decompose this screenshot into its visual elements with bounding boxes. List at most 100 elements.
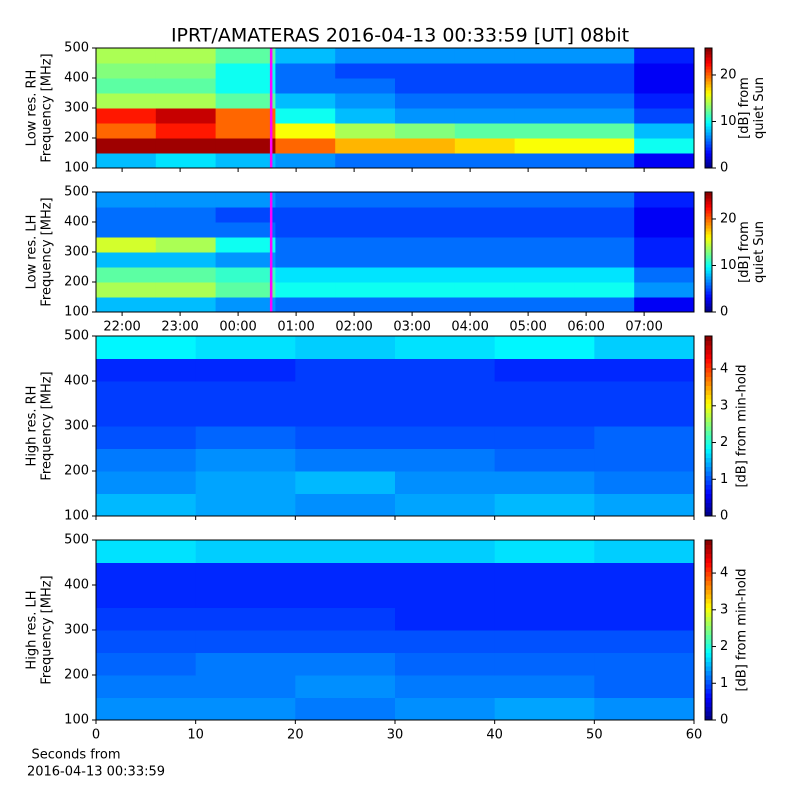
colorbar-segment [705, 553, 712, 559]
heatmap-cell [454, 282, 516, 298]
colorbar-segment [705, 207, 712, 211]
colorbar-segment [705, 675, 712, 680]
heatmap-cell [195, 358, 296, 382]
heatmap-cell [494, 336, 595, 359]
colorbar-segment [705, 585, 712, 590]
heatmap-cell [275, 108, 336, 124]
heatmap-cell [335, 138, 396, 154]
y-tick-label: 500 [64, 533, 89, 548]
colorbar-segment [705, 652, 712, 658]
colorbar-segment [705, 108, 712, 112]
colorbar-segment [705, 147, 712, 151]
colorbar-segment [705, 255, 712, 259]
x-tick-label: 60 [686, 728, 703, 743]
heatmap-cell [514, 153, 575, 169]
heatmap-cell [155, 207, 217, 223]
colorbar-segment [705, 126, 712, 130]
colorbar-tick-label: 20 [720, 67, 737, 82]
heatmap-cell [335, 267, 396, 283]
heatmap-cell [96, 252, 157, 268]
heatmap-cell [335, 192, 396, 208]
colorbar-segment [705, 288, 712, 292]
y-axis-label: Frequency [MHz] [40, 371, 55, 480]
heatmap-cell [454, 297, 516, 313]
heatmap-cell [295, 652, 396, 676]
colorbar-segment [705, 105, 712, 109]
colorbar-frame [704, 335, 713, 517]
colorbar-segment [705, 138, 712, 142]
heatmap-cell [395, 630, 496, 653]
heatmap-cell [275, 93, 336, 109]
y-tick-label: 300 [64, 419, 89, 434]
colorbar-segment [705, 141, 712, 145]
heatmap-cell [454, 78, 516, 94]
heatmap-cell [295, 540, 396, 563]
heatmap-cell [275, 192, 336, 208]
heatmap-cell [96, 607, 197, 631]
colorbar-segment [705, 159, 712, 163]
heatmap-cell [335, 48, 396, 64]
x-tick-label: 20 [287, 728, 304, 743]
colorbar-segment [705, 51, 712, 55]
heatmap-cell [395, 207, 456, 223]
y-tick-label: 500 [64, 329, 89, 344]
x-tick-label: 0 [92, 728, 100, 743]
heatmap-cell [275, 267, 336, 283]
x-tick-label: 22:00 [103, 320, 140, 335]
heatmap-cell [195, 336, 296, 359]
y-tick-label: 100 [64, 161, 89, 176]
heatmap-cell [494, 448, 595, 472]
colorbar-segment [705, 598, 712, 604]
heatmap-cell [594, 540, 695, 563]
x-tick-label: 40 [486, 728, 503, 743]
x-tick-label: 05:00 [509, 320, 546, 335]
heatmap-cell [195, 675, 296, 698]
heatmap-cell [335, 237, 396, 253]
x-tick-label: 01:00 [277, 320, 314, 335]
heatmap-cell [454, 63, 516, 79]
colorbar-segment [705, 643, 712, 649]
heatmap-cell [96, 207, 157, 223]
heatmap-cell [574, 252, 635, 268]
heatmap-cell [195, 652, 296, 676]
heatmap-cell [574, 153, 635, 169]
colorbar-segment [705, 345, 712, 350]
heatmap-cell [395, 123, 456, 139]
heatmap-cell [335, 153, 396, 169]
x-tick-label: 10 [187, 728, 204, 743]
heatmap-cell [275, 222, 336, 238]
heatmap-cell [454, 267, 516, 283]
heatmap-cell [634, 138, 695, 154]
heatmap-cell [215, 282, 276, 298]
heatmap-cell [275, 138, 336, 154]
heatmap-cell [96, 652, 197, 676]
colorbar-segment [705, 381, 712, 386]
colorbar-segment [705, 390, 712, 395]
y-axis-label: Low res. LH [25, 215, 40, 290]
colorbar-segment [705, 462, 712, 467]
y-tick-label: 200 [64, 464, 89, 479]
colorbar-label: [dB] from [737, 221, 752, 283]
colorbar-segment [705, 502, 712, 508]
colorbar-segment [705, 156, 712, 160]
heatmap-cell [96, 78, 157, 94]
heatmap-cell [634, 192, 695, 208]
heatmap-cell [594, 652, 695, 676]
figure-title: IPRT/AMATERAS 2016-04-13 00:33:59 [UT] 0… [171, 25, 629, 47]
heatmap-cell [454, 93, 516, 109]
heatmap-cell [395, 493, 496, 517]
heatmap-cell [155, 138, 217, 154]
colorbar-segment [705, 132, 712, 136]
heatmap-cell [275, 63, 336, 79]
colorbar-segment [705, 457, 712, 463]
heatmap-cell [494, 607, 595, 631]
colorbar-segment [705, 372, 712, 377]
heatmap-cell [195, 471, 296, 494]
heatmap-cell [574, 63, 635, 79]
heatmap-cell [295, 381, 396, 404]
heatmap-cell [96, 336, 197, 359]
colorbar-segment [705, 252, 712, 256]
heatmap-cell [155, 93, 217, 109]
heatmap-cell [215, 222, 276, 238]
